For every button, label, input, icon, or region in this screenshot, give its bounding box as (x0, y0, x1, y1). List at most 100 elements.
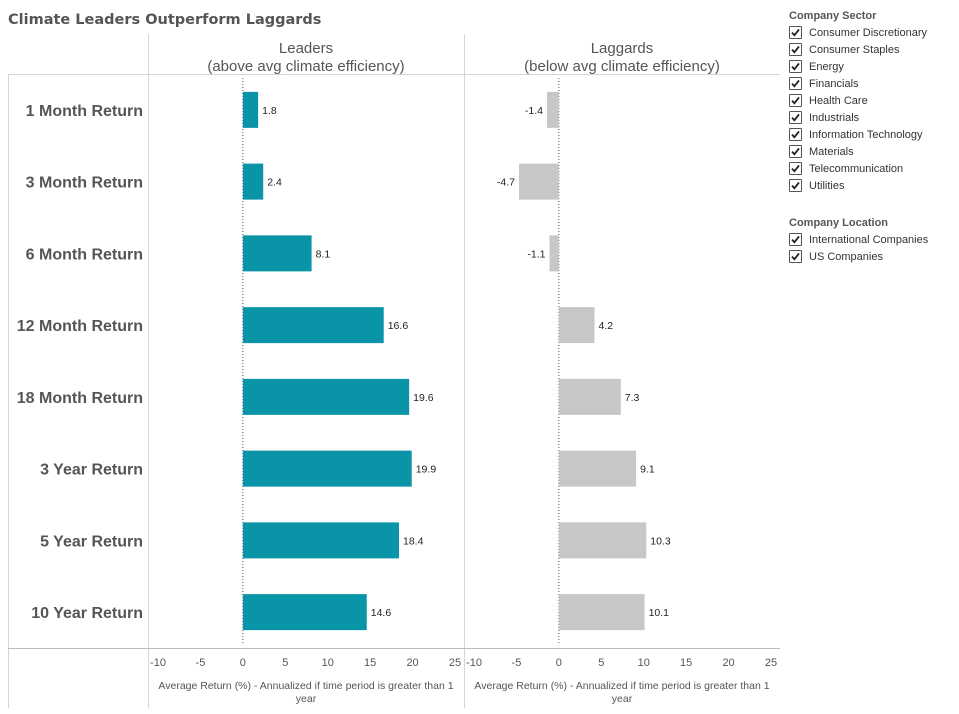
bar-value-label: 18.4 (403, 535, 424, 547)
filter-option[interactable]: Telecommunication (789, 160, 959, 177)
filter-option[interactable]: US Companies (789, 248, 959, 265)
leaders-x-axis-title: Average Return (%) - Annualized if time … (158, 680, 453, 692)
row-label: 10 Year Return (31, 605, 143, 622)
grid-lines (8, 34, 780, 708)
laggards-panel-title: Laggards (591, 40, 654, 57)
checkbox-checked-icon[interactable] (789, 233, 802, 246)
filter-option-label: US Companies (809, 250, 883, 263)
leaders-bar[interactable] (242, 378, 410, 415)
leaders-x-axis-title-line2: year (296, 693, 317, 705)
location-filter: Company Location International Companies… (789, 216, 959, 265)
x-tick-label: 10 (322, 657, 334, 669)
bar-value-label: 1.8 (262, 105, 277, 117)
filter-option-label: Financials (809, 77, 859, 90)
location-filter-title: Company Location (789, 217, 889, 229)
x-tick-label: 25 (765, 657, 777, 669)
filter-option-label: Health Care (809, 94, 868, 107)
filter-option[interactable]: Materials (789, 143, 959, 160)
bar-value-label: 10.3 (650, 535, 671, 547)
filter-option[interactable]: Health Care (789, 92, 959, 109)
leaders-panel-subtitle: (above avg climate efficiency) (207, 58, 404, 75)
x-tick-label: 5 (598, 657, 604, 669)
row-label: 3 Year Return (40, 462, 143, 479)
leaders-bar[interactable] (242, 450, 412, 487)
x-tick-label: 20 (406, 657, 418, 669)
x-tick-label: -10 (150, 657, 166, 669)
laggards-bar[interactable] (518, 163, 559, 200)
filter-panel: Company Sector Consumer Discretionary Con… (789, 9, 959, 287)
row-label: 6 Month Return (26, 246, 143, 263)
filter-option[interactable]: Consumer Staples (789, 41, 959, 58)
x-tick-label: 5 (282, 657, 288, 669)
laggards-bar[interactable] (558, 594, 645, 631)
checkbox-checked-icon[interactable] (789, 111, 802, 124)
checkbox-checked-icon[interactable] (789, 60, 802, 73)
row-label: 1 Month Return (26, 103, 143, 120)
bar-value-label: 10.1 (649, 607, 670, 619)
filter-option[interactable]: Energy (789, 58, 959, 75)
leaders-bar[interactable] (242, 522, 399, 559)
filter-option[interactable]: Financials (789, 75, 959, 92)
sector-filter: Company Sector Consumer Discretionary Con… (789, 9, 959, 194)
row-label: 5 Year Return (40, 533, 143, 550)
leaders-bar[interactable] (242, 307, 384, 344)
filter-option[interactable]: Utilities (789, 177, 959, 194)
row-labels: 1 Month Return 3 Month Return 6 Month Retu… (17, 103, 143, 622)
chart: Climate Leaders Outperform Laggards Lead… (8, 12, 780, 708)
filter-option-label: Industrials (809, 111, 860, 124)
sector-filter-title: Company Sector (789, 10, 877, 22)
bar-value-label: 19.9 (416, 464, 437, 476)
laggards-bar[interactable] (558, 450, 637, 487)
checkbox-checked-icon[interactable] (789, 94, 802, 107)
laggards-bar[interactable] (558, 378, 621, 415)
filter-option[interactable]: Consumer Discretionary (789, 24, 959, 41)
bar-value-label: 2.4 (267, 177, 282, 189)
checkbox-checked-icon[interactable] (789, 145, 802, 158)
checkbox-checked-icon[interactable] (789, 162, 802, 175)
bar-value-label: 7.3 (625, 392, 640, 404)
checkbox-checked-icon[interactable] (789, 26, 802, 39)
leaders-bars: 1.8 2.4 8.1 16.6 19.6 19.9 18.4 14.6 (242, 91, 437, 631)
laggards-x-axis-title: Average Return (%) - Annualized if time … (474, 680, 769, 692)
bar-value-label: -1.1 (527, 248, 545, 260)
laggards-bar[interactable] (546, 91, 559, 128)
x-tick-label: -5 (512, 657, 522, 669)
x-tick-label: 0 (556, 657, 562, 669)
checkbox-checked-icon[interactable] (789, 128, 802, 141)
x-tick-label: 20 (722, 657, 734, 669)
checkbox-checked-icon[interactable] (789, 250, 802, 263)
checkbox-checked-icon[interactable] (789, 43, 802, 56)
laggards-panel-subtitle: (below avg climate efficiency) (524, 58, 720, 75)
x-tick-label: -10 (466, 657, 482, 669)
checkbox-checked-icon[interactable] (789, 77, 802, 90)
filter-option[interactable]: Industrials (789, 109, 959, 126)
bar-value-label: 9.1 (640, 464, 655, 476)
bar-value-label: 19.6 (413, 392, 434, 404)
row-label: 18 Month Return (17, 390, 143, 407)
leaders-bar[interactable] (242, 91, 259, 128)
leaders-bar[interactable] (242, 235, 312, 272)
filter-option-label: Telecommunication (809, 162, 904, 175)
filter-option-label: Materials (809, 145, 854, 158)
filter-option-label: International Companies (809, 233, 929, 246)
chart-title: Climate Leaders Outperform Laggards (8, 12, 321, 28)
leaders-panel-title: Leaders (279, 40, 333, 57)
row-label: 12 Month Return (17, 318, 143, 335)
x-tick-label: 15 (364, 657, 376, 669)
bar-value-label: 4.2 (598, 320, 613, 332)
filter-option[interactable]: Information Technology (789, 126, 959, 143)
laggards-bar[interactable] (549, 235, 559, 272)
laggards-bar[interactable] (558, 522, 647, 559)
checkbox-checked-icon[interactable] (789, 179, 802, 192)
filter-option-label: Consumer Staples (809, 43, 900, 56)
leaders-bar[interactable] (242, 594, 367, 631)
filter-option[interactable]: International Companies (789, 231, 959, 248)
bar-value-label: -1.4 (525, 105, 543, 117)
leaders-bar[interactable] (242, 163, 264, 200)
laggards-bar[interactable] (558, 307, 595, 344)
x-tick-label: 0 (240, 657, 246, 669)
x-axis-ticks: -10 -5 0 5 10 15 20 25 -10 -5 0 5 10 15 20 25 (150, 657, 777, 669)
filter-option-label: Utilities (809, 179, 845, 192)
bar-value-label: 16.6 (388, 320, 409, 332)
bar-value-label: 8.1 (316, 248, 331, 260)
